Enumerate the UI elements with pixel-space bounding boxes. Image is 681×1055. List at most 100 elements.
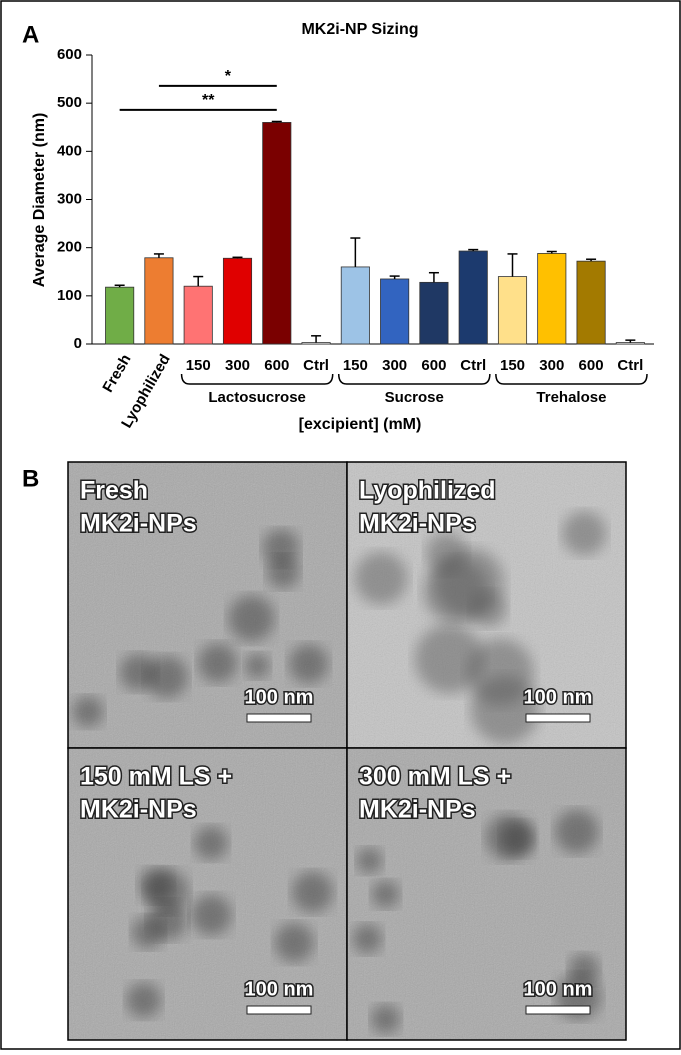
bar [576, 260, 606, 345]
y-tick-label: 500 [57, 94, 82, 111]
error-bar [232, 256, 243, 259]
particle [194, 826, 228, 860]
panel-label: B [22, 465, 39, 492]
y-tick-label: 200 [57, 239, 82, 256]
group-bracket [337, 373, 491, 385]
particle [288, 644, 329, 684]
error-bar [271, 120, 282, 123]
y-tick-label: 100 [57, 287, 82, 304]
particle [274, 923, 314, 963]
bar [105, 286, 135, 345]
y-tick-label: 0 [74, 335, 82, 352]
bar [419, 281, 449, 345]
error-bar [350, 237, 361, 267]
scale-bar [246, 713, 312, 723]
micrograph-caption: Fresh [80, 477, 148, 505]
group-label: Lactosucrose [208, 389, 306, 406]
particle [262, 529, 300, 566]
micrograph-noise [68, 462, 347, 748]
error-bar [468, 248, 479, 252]
error-bar [625, 339, 636, 343]
error-bar [546, 250, 557, 254]
error-bar [193, 275, 204, 287]
panel-label: A [22, 21, 39, 48]
group-label: Sucrose [385, 389, 444, 406]
particle [145, 869, 189, 913]
error-bar [586, 258, 597, 262]
micrograph [67, 747, 348, 1041]
x-tick-label: Ctrl [617, 357, 643, 374]
micrograph-border [346, 747, 627, 1041]
particle [562, 511, 607, 556]
scale-bar [525, 713, 591, 723]
particle [370, 1004, 401, 1034]
micrograph-caption: MK2i-NPs [359, 510, 476, 538]
y-tick-label: 600 [57, 46, 82, 63]
significance-label: * [225, 68, 232, 85]
x-tick-label: Ctrl [303, 357, 329, 374]
micrograph-caption: MK2i-NPs [359, 796, 476, 824]
micrograph-caption: Lyophilized [359, 477, 496, 505]
x-tick-label: 600 [579, 357, 604, 374]
scale-bar [525, 1005, 591, 1015]
x-tick-label: 150 [186, 357, 211, 374]
scale-bar-label: 100 nm [524, 978, 593, 1000]
micrograph-caption: 150 mM LS + [80, 763, 232, 791]
error-bar [311, 335, 322, 343]
particle [352, 923, 383, 954]
micrograph-caption: MK2i-NPs [80, 510, 197, 538]
particle [466, 638, 534, 706]
particle [244, 653, 270, 679]
significance-label: ** [202, 92, 215, 109]
micrograph [67, 461, 348, 749]
scale-bar-label: 100 nm [245, 686, 314, 708]
chart-title: MK2i-NP Sizing [301, 21, 418, 38]
particle [354, 552, 408, 605]
group-label: Trehalose [536, 389, 606, 406]
particle [145, 655, 188, 698]
error-bar [507, 253, 518, 277]
particle [228, 595, 275, 642]
error-bar [114, 284, 125, 288]
bar [340, 266, 370, 345]
particle [414, 624, 484, 694]
particle [292, 871, 334, 913]
y-tick-label: 400 [57, 142, 82, 159]
particle [126, 982, 162, 1018]
micrograph-caption: MK2i-NPs [80, 796, 197, 824]
scale-bar-label: 100 nm [245, 978, 314, 1000]
y-axis-label: Average Diameter (nm) [31, 113, 48, 288]
bar [497, 276, 528, 345]
group-bracket [180, 373, 334, 385]
particle [72, 696, 104, 728]
bar [615, 342, 645, 345]
particle [554, 809, 599, 854]
y-tick-label: 300 [57, 190, 82, 207]
bar [458, 250, 488, 345]
x-tick-label: 300 [225, 357, 250, 374]
error-bar [389, 275, 400, 279]
scale-bar [246, 1005, 312, 1015]
x-tick-label: Ctrl [460, 357, 486, 374]
bar [222, 257, 253, 345]
x-tick-label: 150 [500, 357, 525, 374]
particle [470, 590, 507, 628]
bar [144, 257, 174, 345]
bar [537, 253, 567, 345]
particle [198, 643, 238, 683]
particle [131, 916, 165, 949]
x-tick-label: 600 [421, 357, 446, 374]
bar [380, 278, 410, 345]
particle [485, 814, 532, 861]
error-bar [428, 271, 439, 283]
particle [356, 847, 383, 874]
x-tick-label: Fresh [99, 351, 134, 395]
particle [191, 894, 232, 936]
micrograph-caption: 300 mM LS + [359, 763, 511, 791]
bar [183, 285, 213, 345]
error-bar [153, 253, 164, 258]
x-tick-label: 300 [539, 357, 564, 374]
x-axis-label: [excipient] (mM) [299, 416, 422, 433]
